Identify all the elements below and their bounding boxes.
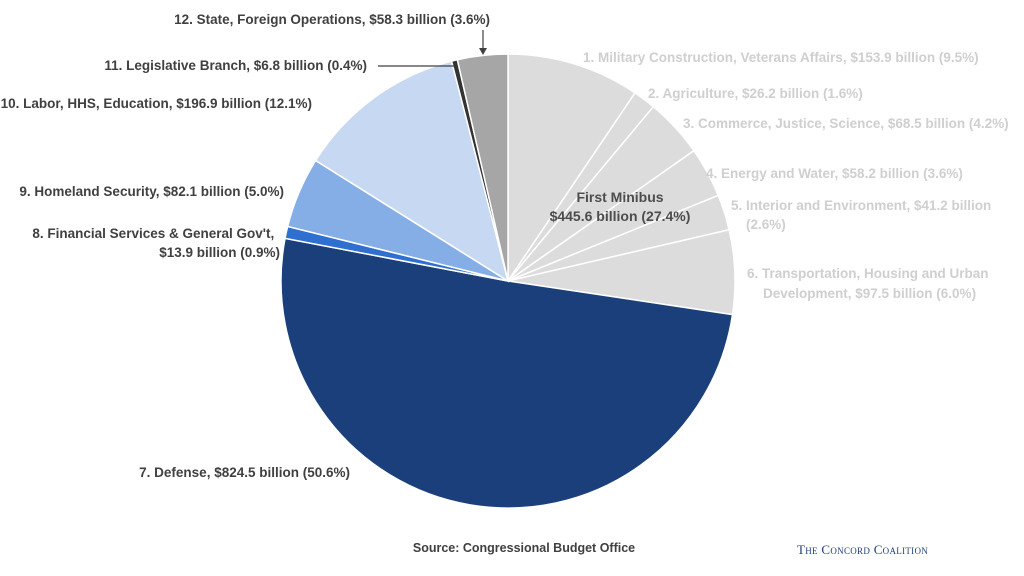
slice-label-5: 5. Interior and Environment, $41.2 billi…: [731, 198, 995, 232]
slice-label-6: 6. Transportation, Housing and Urban Dev…: [747, 266, 992, 301]
source-note: Source: Congressional Budget Office: [0, 541, 1024, 555]
slice-label-12: 12. State, Foreign Operations, $58.3 bil…: [174, 12, 490, 27]
slice-label-9: 9. Homeland Security, $82.1 billion (5.0…: [19, 184, 284, 199]
pie-slice-7: [280, 237, 734, 509]
group-label-line-1: First Minibus: [576, 189, 663, 205]
slice-label-8: 8. Financial Services & General Gov't, $…: [32, 226, 280, 260]
slice-label-5-line-2: (2.6%): [746, 217, 786, 232]
pie-slice-12: [456, 53, 509, 282]
slice-label-8-line-2: $13.9 billion (0.9%): [159, 245, 280, 260]
pie-slice-1: [507, 53, 637, 284]
slice-label-4: 4. Energy and Water, $58.2 billion (3.6%…: [706, 166, 963, 181]
slice-label-6-line-2: Development, $97.5 billion (6.0%): [763, 286, 976, 301]
slice-label-10: 10. Labor, HHS, Education, $196.9 billio…: [1, 96, 312, 111]
slice-label-2: 2. Agriculture, $26.2 billion (1.6%): [648, 86, 863, 101]
slice-label-5-line-1: 5. Interior and Environment, $41.2 billi…: [731, 198, 991, 213]
slice-label-1: 1. Military Construction, Veterans Affai…: [583, 50, 979, 65]
slice-label-6-line-1: 6. Transportation, Housing and Urban: [747, 266, 989, 281]
slice-label-3: 3. Commerce, Justice, Science, $68.5 bil…: [683, 116, 1009, 131]
leader-arrow-12: [479, 48, 487, 55]
pie-slice-10: [314, 60, 510, 283]
slice-label-7: 7. Defense, $824.5 billion (50.6%): [139, 465, 350, 480]
group-label-line-2: $445.6 billion (27.4%): [550, 208, 691, 224]
slice-label-8-line-1: 8. Financial Services & General Gov't,: [32, 226, 274, 241]
leader-lines: [378, 30, 487, 67]
pie-slices: [280, 53, 736, 509]
slice-label-3-line-1: 3. Commerce, Justice, Science, $68.5 bil…: [683, 116, 1009, 131]
slice-label-11: 11. Legislative Branch, $6.8 billion (0.…: [104, 58, 367, 73]
source-text: Source: Congressional Budget Office: [412, 541, 636, 555]
brand-logo: The Concord Coalition: [797, 542, 929, 557]
